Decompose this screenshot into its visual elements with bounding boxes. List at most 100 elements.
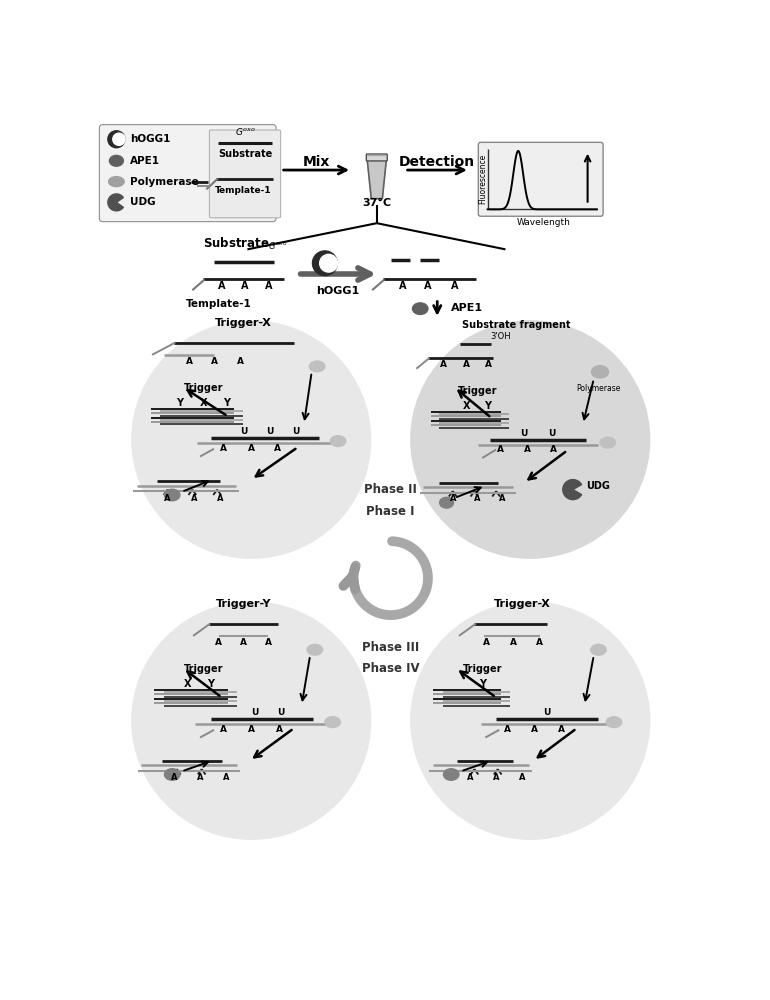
Ellipse shape — [600, 437, 615, 448]
Text: hOGG1: hOGG1 — [316, 286, 360, 296]
Text: A: A — [265, 638, 272, 647]
Text: Trigger-Y: Trigger-Y — [216, 599, 271, 609]
Text: A: A — [497, 445, 504, 454]
Text: A: A — [220, 444, 227, 453]
Circle shape — [131, 601, 371, 840]
Ellipse shape — [307, 644, 323, 655]
Text: Y: Y — [479, 679, 486, 689]
Text: A: A — [424, 281, 432, 291]
Ellipse shape — [108, 131, 125, 148]
Text: Trigger-X: Trigger-X — [494, 599, 551, 609]
Text: A: A — [557, 725, 564, 734]
Text: U: U — [266, 427, 273, 436]
Polygon shape — [108, 194, 123, 211]
Text: A: A — [170, 773, 177, 782]
Text: Polymerase: Polymerase — [130, 177, 199, 187]
Text: Substrate$_{G^{oxo}}$: Substrate$_{G^{oxo}}$ — [203, 236, 287, 252]
Text: A: A — [464, 360, 470, 369]
Text: A: A — [241, 281, 249, 291]
Ellipse shape — [413, 303, 428, 314]
Ellipse shape — [313, 251, 337, 276]
Text: Y: Y — [176, 398, 183, 408]
Text: Trigger: Trigger — [458, 386, 497, 396]
Text: APE1: APE1 — [451, 303, 484, 313]
Text: Trigger: Trigger — [183, 383, 223, 393]
Text: Mix: Mix — [303, 155, 330, 169]
FancyBboxPatch shape — [367, 154, 387, 161]
Text: A: A — [248, 444, 255, 453]
Text: A: A — [450, 281, 458, 291]
Text: U: U — [521, 429, 527, 438]
Text: Substrate: Substrate — [218, 149, 272, 159]
Ellipse shape — [444, 769, 459, 780]
Text: Trigger: Trigger — [183, 664, 223, 674]
Text: UDG: UDG — [586, 481, 610, 491]
Text: Phase III: Phase III — [362, 641, 420, 654]
Text: hOGG1: hOGG1 — [130, 134, 171, 144]
Ellipse shape — [113, 133, 125, 145]
Circle shape — [410, 601, 651, 840]
Text: 37°C: 37°C — [362, 198, 391, 208]
Text: A: A — [237, 357, 244, 366]
Text: A: A — [265, 281, 272, 291]
Ellipse shape — [109, 155, 123, 166]
Text: A: A — [164, 494, 171, 503]
Text: A: A — [274, 444, 281, 453]
Text: Y: Y — [207, 679, 215, 689]
Text: Y: Y — [223, 398, 230, 408]
Ellipse shape — [440, 497, 454, 508]
Ellipse shape — [320, 254, 337, 272]
Text: A: A — [485, 360, 492, 369]
Text: A: A — [440, 360, 447, 369]
Ellipse shape — [310, 361, 325, 372]
FancyBboxPatch shape — [209, 130, 281, 218]
Circle shape — [410, 320, 651, 559]
Text: A: A — [519, 773, 526, 782]
Text: A: A — [215, 638, 223, 647]
Text: Trigger-X: Trigger-X — [215, 318, 272, 328]
Text: A: A — [197, 773, 203, 782]
Text: A: A — [531, 725, 537, 734]
Ellipse shape — [591, 644, 606, 655]
Text: U: U — [251, 708, 258, 717]
Text: A: A — [450, 494, 456, 503]
Text: A: A — [493, 773, 500, 782]
Text: UDG: UDG — [130, 197, 156, 207]
Ellipse shape — [330, 436, 346, 446]
Ellipse shape — [109, 177, 124, 187]
Text: 3'OH: 3'OH — [490, 332, 511, 341]
Text: A: A — [536, 638, 543, 647]
Text: A: A — [276, 725, 283, 734]
Text: Trigger: Trigger — [463, 664, 502, 674]
Text: A: A — [248, 725, 255, 734]
Text: Substrate fragment: Substrate fragment — [462, 320, 571, 330]
Text: Y: Y — [484, 401, 491, 411]
Text: A: A — [223, 773, 229, 782]
Text: A: A — [217, 494, 223, 503]
Text: A: A — [510, 638, 517, 647]
Text: X: X — [199, 398, 207, 408]
Text: Phase IV: Phase IV — [362, 662, 420, 675]
Text: X: X — [463, 401, 470, 411]
FancyBboxPatch shape — [478, 142, 603, 216]
Text: Fluorescence: Fluorescence — [478, 154, 487, 204]
Polygon shape — [563, 480, 581, 500]
Circle shape — [131, 320, 371, 559]
Text: A: A — [186, 357, 192, 366]
Text: A: A — [550, 445, 557, 454]
Ellipse shape — [165, 489, 180, 501]
Text: APE1: APE1 — [130, 156, 160, 166]
Text: X: X — [184, 679, 192, 689]
Text: A: A — [484, 638, 490, 647]
Text: A: A — [240, 638, 247, 647]
Text: U: U — [544, 708, 551, 717]
Text: U: U — [293, 427, 300, 436]
Text: Wavelength: Wavelength — [517, 218, 571, 227]
Text: Phase II: Phase II — [364, 483, 417, 496]
Ellipse shape — [165, 769, 180, 780]
Text: U: U — [548, 429, 556, 438]
Text: Phase I: Phase I — [367, 505, 415, 518]
Ellipse shape — [591, 366, 608, 378]
Text: A: A — [524, 445, 531, 454]
Polygon shape — [367, 159, 387, 199]
